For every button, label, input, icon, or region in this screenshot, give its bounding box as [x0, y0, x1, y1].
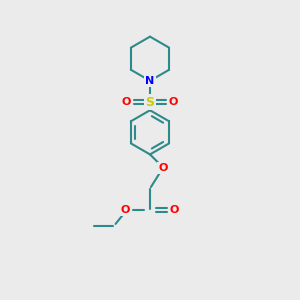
- Text: N: N: [146, 76, 154, 86]
- Text: O: O: [169, 97, 178, 107]
- Text: O: O: [159, 163, 168, 173]
- Text: S: S: [146, 95, 154, 109]
- Text: O: O: [170, 205, 179, 215]
- Text: O: O: [122, 97, 131, 107]
- Text: O: O: [121, 205, 130, 215]
